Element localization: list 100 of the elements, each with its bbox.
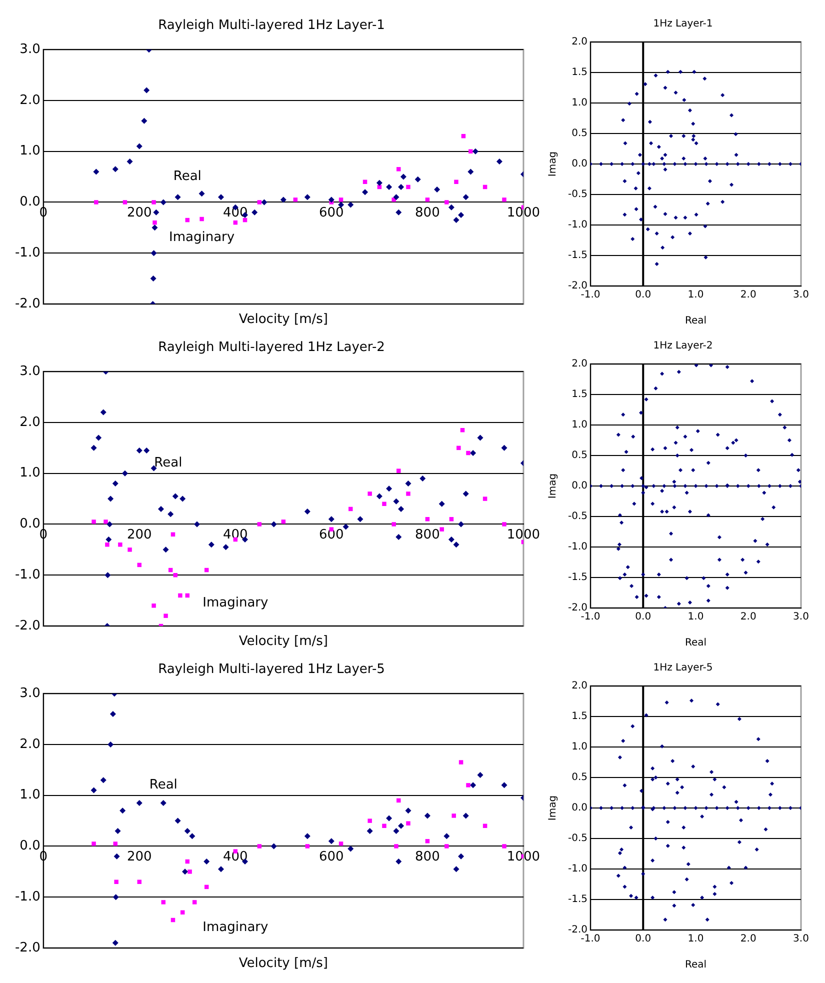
point bbox=[398, 822, 404, 829]
y-tick-label: -1.5 bbox=[568, 250, 588, 262]
point bbox=[342, 524, 349, 530]
point bbox=[472, 148, 478, 154]
x-tick-label: 200 bbox=[126, 205, 152, 220]
point bbox=[406, 492, 410, 496]
point bbox=[398, 506, 404, 512]
chart-title: 1Hz Layer-1 bbox=[653, 18, 713, 30]
point bbox=[396, 858, 402, 865]
chart-title: Rayleigh Multi-layered 1Hz Layer-5 bbox=[158, 662, 385, 678]
point bbox=[466, 783, 470, 788]
point bbox=[305, 844, 310, 848]
y-tick-label: 0.0 bbox=[20, 194, 40, 210]
x-tick-label: 3.0 bbox=[793, 612, 809, 623]
point bbox=[120, 808, 126, 814]
point bbox=[338, 198, 344, 202]
x-tick-label: 2.0 bbox=[740, 612, 756, 623]
x-tick-label: 800 bbox=[415, 849, 440, 864]
point bbox=[453, 542, 460, 548]
y-tick-label: 1.0 bbox=[572, 420, 588, 431]
point bbox=[128, 548, 132, 552]
x-tick-label: 1000 bbox=[506, 205, 540, 220]
point bbox=[100, 409, 106, 416]
point bbox=[150, 465, 157, 472]
point bbox=[456, 446, 461, 450]
point bbox=[136, 447, 142, 454]
point bbox=[477, 772, 484, 778]
point bbox=[434, 186, 440, 193]
point bbox=[393, 498, 400, 504]
point bbox=[182, 868, 188, 875]
y-tick-label: -1.5 bbox=[568, 894, 588, 906]
point bbox=[136, 143, 142, 150]
point bbox=[194, 521, 200, 528]
x-tick-label: 600 bbox=[319, 205, 344, 220]
point bbox=[462, 194, 469, 200]
point bbox=[261, 199, 268, 206]
point bbox=[150, 250, 157, 256]
point bbox=[189, 833, 196, 840]
point bbox=[178, 593, 182, 598]
point bbox=[122, 470, 128, 476]
x-axis-title: Velocity [m/s] bbox=[238, 634, 328, 649]
point bbox=[270, 843, 277, 850]
x-tick-label: 800 bbox=[415, 527, 440, 542]
x-tick-label: 0.0 bbox=[635, 290, 652, 301]
series-label: Imaginary bbox=[202, 595, 268, 610]
y-tick-label: -0.5 bbox=[568, 833, 588, 844]
point bbox=[477, 434, 484, 441]
point bbox=[114, 828, 121, 834]
x-axis-title: Velocity [m/s] bbox=[238, 312, 328, 327]
y-axis-title: Imag bbox=[548, 795, 559, 821]
point bbox=[394, 844, 398, 848]
point bbox=[376, 493, 382, 500]
point bbox=[348, 202, 354, 208]
y-tick-label: 0.0 bbox=[20, 838, 40, 854]
point bbox=[304, 833, 310, 840]
point bbox=[406, 821, 410, 826]
point bbox=[452, 814, 456, 818]
point bbox=[396, 209, 402, 216]
point bbox=[466, 450, 470, 456]
point bbox=[152, 220, 157, 225]
point bbox=[162, 546, 169, 553]
point bbox=[438, 500, 445, 507]
point bbox=[368, 818, 372, 823]
point bbox=[158, 506, 164, 512]
chart-title: Rayleigh Multi-layered 1Hz Layer-2 bbox=[158, 340, 385, 356]
point bbox=[112, 480, 118, 487]
point bbox=[338, 842, 344, 846]
point bbox=[304, 508, 310, 515]
point bbox=[161, 900, 166, 904]
x-axis-title: Velocity [m/s] bbox=[238, 956, 328, 971]
point bbox=[270, 521, 277, 528]
point bbox=[198, 190, 205, 197]
point bbox=[362, 189, 368, 196]
y-tick-label: 3.0 bbox=[20, 686, 40, 701]
point bbox=[386, 184, 392, 190]
point bbox=[406, 184, 410, 190]
point bbox=[366, 828, 373, 834]
y-tick-label: 1.0 bbox=[20, 144, 40, 159]
point bbox=[172, 493, 178, 500]
point bbox=[144, 87, 150, 94]
point bbox=[92, 520, 96, 524]
chart-title: Rayleigh Multi-layered 1Hz Layer-1 bbox=[158, 18, 385, 34]
y-tick-label: 3.0 bbox=[20, 364, 40, 379]
point bbox=[444, 200, 449, 204]
point bbox=[425, 198, 430, 202]
point bbox=[440, 527, 444, 532]
y-tick-label: 0.0 bbox=[572, 802, 588, 814]
point bbox=[150, 276, 156, 282]
x-tick-label: 3.0 bbox=[793, 934, 809, 945]
point bbox=[114, 853, 120, 860]
y-tick-label: 0.0 bbox=[572, 480, 588, 492]
y-tick-label: 1.5 bbox=[572, 67, 588, 78]
y-tick-label: 2.0 bbox=[20, 414, 40, 430]
point bbox=[112, 940, 118, 946]
x-axis-title: Real bbox=[684, 316, 707, 327]
point bbox=[192, 900, 197, 904]
y-tick-label: 0.5 bbox=[572, 772, 588, 784]
point bbox=[502, 522, 506, 526]
series-label: Real bbox=[149, 778, 178, 793]
y-tick-label: 1.0 bbox=[572, 742, 588, 753]
